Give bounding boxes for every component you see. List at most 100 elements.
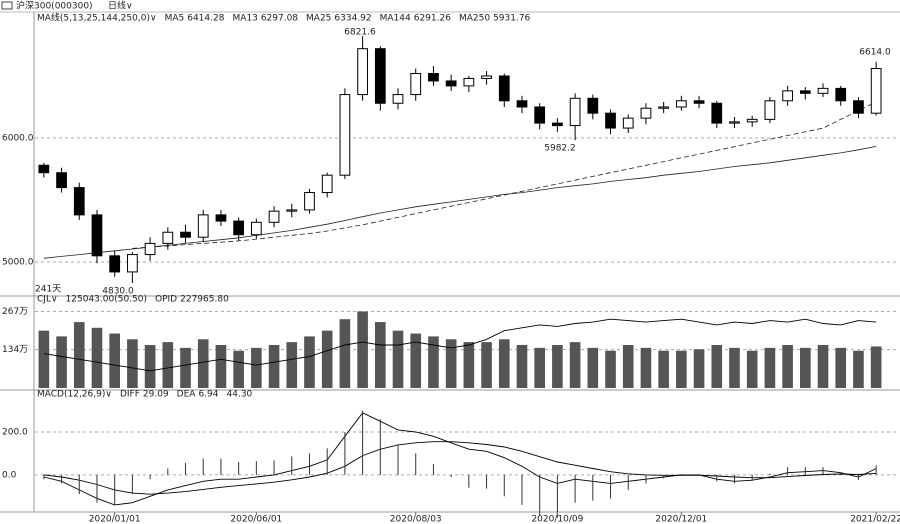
candle-body: [428, 72, 439, 82]
candle-body: [374, 48, 386, 104]
period-selector[interactable]: 日线∨: [108, 0, 133, 12]
volume-bar: [552, 345, 563, 388]
volume-bar: [569, 342, 581, 388]
volume-bar: [197, 339, 209, 388]
candle-body: [605, 112, 616, 129]
candle-body: [127, 254, 138, 273]
volume-bar: [233, 350, 244, 388]
ma-line: [43, 146, 877, 259]
volume-bar: [410, 333, 422, 388]
candle-body: [321, 174, 333, 194]
indicator-title: CJL∨: [37, 295, 58, 305]
candle-body: [410, 72, 422, 96]
volume-bar: [445, 339, 457, 388]
candle-body: [392, 94, 404, 104]
indicator-title: MACD(12,26,9)∨: [37, 390, 112, 400]
candle-body: [286, 209, 298, 212]
volume-bar: [746, 350, 758, 388]
series-readout: 29.09: [143, 390, 169, 400]
y-tick-label: 200.0: [2, 428, 28, 438]
indicator-title: MA线(5,13,25,144,250,0)∨: [37, 12, 157, 24]
ma-value: 6297.08: [261, 14, 298, 24]
candle-body: [73, 187, 85, 216]
candle-body: [357, 48, 368, 96]
candle-body: [835, 87, 847, 102]
candle-body: [587, 97, 599, 114]
candle-body: [569, 97, 581, 127]
ma-name: MA250: [459, 14, 490, 24]
y-tick-label: 134万: [2, 345, 28, 355]
volume-bar: [640, 347, 652, 388]
candle-body: [339, 94, 351, 176]
volume-bar: [162, 342, 174, 388]
candle-body: [445, 80, 457, 87]
volume-bar: [428, 336, 439, 388]
volume-bar: [91, 327, 103, 388]
price-annotation: 6821.6: [344, 28, 376, 38]
candle-body: [764, 100, 776, 120]
candle-body: [91, 214, 103, 257]
volume-bar: [375, 322, 386, 388]
y-tick-label: 0.0: [2, 470, 17, 480]
volume-bar: [835, 347, 847, 388]
series-name: OPID: [155, 295, 177, 305]
volume-bar: [304, 336, 315, 388]
volume-bar: [268, 345, 280, 388]
candle-body: [304, 192, 315, 211]
y-tick-label: 5000.0: [2, 258, 34, 268]
x-tick-label: 2020/08/03: [390, 515, 442, 524]
volume-bar: [764, 347, 776, 388]
volume-bar: [286, 342, 298, 388]
x-tick-label: 2020/06/01: [230, 515, 282, 524]
period-label: 241天: [35, 285, 61, 295]
candle-body: [853, 100, 864, 114]
volume-bar: [144, 345, 156, 388]
series-line: [43, 318, 877, 372]
candle-body: [197, 214, 209, 238]
menu-icon[interactable]: [1, 1, 13, 10]
series-line: [43, 441, 877, 495]
ma-name: MA25: [306, 14, 331, 24]
price-annotation: 5982.2: [544, 144, 576, 154]
candle-body: [162, 231, 174, 244]
candle-body: [481, 75, 492, 79]
volume-bar: [870, 346, 882, 388]
series-name: DIFF: [120, 390, 140, 400]
volume-bar: [516, 345, 528, 388]
y-tick-label: 267万: [2, 307, 28, 317]
candle-body: [463, 77, 475, 87]
volume-bar: [817, 345, 829, 388]
candle-body: [799, 90, 811, 94]
candle-body: [56, 172, 67, 189]
volume-bar: [392, 330, 404, 388]
volume-bar: [56, 336, 67, 388]
candle-body: [658, 106, 670, 109]
candle-body: [640, 107, 652, 119]
candle-body: [817, 87, 829, 94]
ma-value: 6334.92: [334, 14, 371, 24]
ma-line: [132, 101, 877, 249]
candle-body: [250, 221, 262, 236]
candle-body: [534, 106, 546, 124]
x-tick-label: 2020/01/01: [89, 515, 141, 524]
series-readout: 6.94: [198, 390, 218, 400]
ma-value: 6291.26: [414, 14, 451, 24]
candle-body: [180, 231, 191, 238]
candle-body: [516, 100, 528, 108]
candle-body: [268, 210, 280, 223]
candle-body: [38, 164, 50, 174]
volume-bar: [534, 347, 545, 388]
volume-bar: [782, 345, 793, 388]
price-annotation: 6614.0: [859, 48, 891, 58]
volume-bar: [180, 347, 191, 388]
ma-name: MA13: [232, 14, 257, 24]
candle-body: [109, 255, 121, 273]
ma-value: 5931.76: [493, 14, 530, 24]
ma-value: 6414.28: [187, 14, 224, 24]
volume-bar: [38, 330, 50, 388]
volume-bar: [853, 350, 864, 388]
candle-body: [870, 68, 882, 114]
volume-bar: [587, 347, 599, 388]
volume-bar: [339, 319, 351, 388]
